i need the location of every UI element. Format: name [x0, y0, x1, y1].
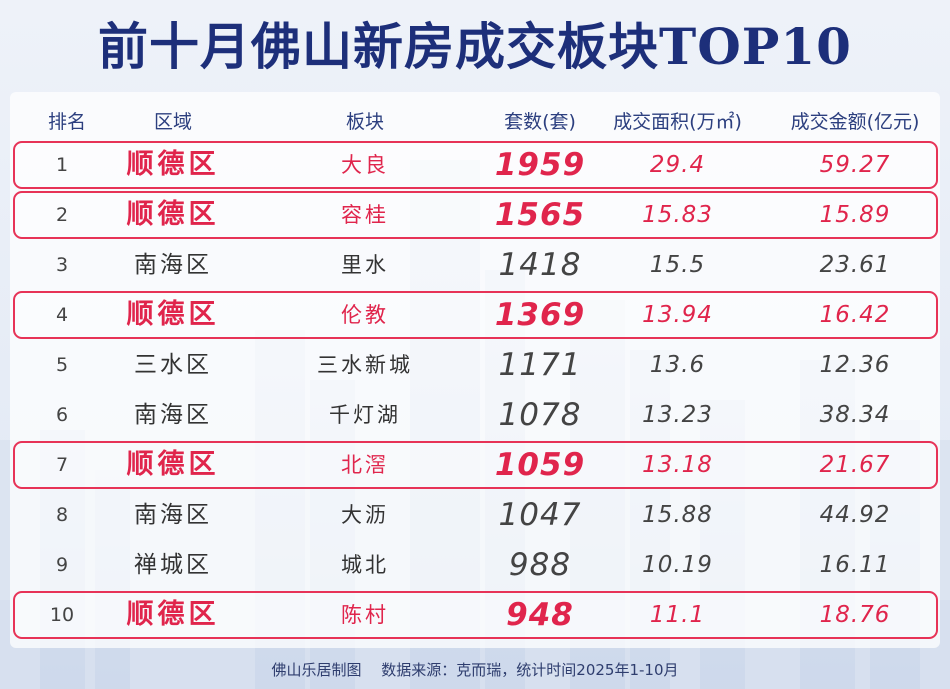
rank-cell: 5	[55, 354, 69, 376]
count-cell: 1959	[494, 147, 586, 183]
area-cell: 11.1	[649, 602, 706, 628]
amount-cell: 38.34	[819, 402, 891, 428]
header-block: 板块	[345, 111, 384, 133]
table-row: 4 顺德区 伦教 1369 13.94 16.42	[0, 291, 950, 341]
area-cell: 29.4	[649, 152, 706, 178]
highlight-frame	[13, 191, 938, 239]
block-cell: 城北	[341, 553, 389, 577]
header-count: 套数(套)	[504, 111, 576, 133]
amount-cell: 15.89	[819, 202, 891, 228]
table-row: 8 南海区 大沥 1047 15.88 44.92	[0, 491, 950, 541]
table-row: 3 南海区 里水 1418 15.5 23.61	[0, 241, 950, 291]
table-row: 10 顺德区 陈村 948 11.1 18.76	[0, 591, 950, 641]
highlight-frame	[13, 441, 938, 489]
rank-cell: 9	[55, 554, 69, 576]
rank-cell: 2	[55, 204, 69, 226]
rank-cell: 8	[55, 504, 69, 526]
area-cell: 15.83	[642, 202, 713, 228]
district-cell: 顺德区	[126, 449, 220, 480]
block-cell: 大沥	[341, 503, 389, 527]
header-rank: 排名	[47, 111, 86, 133]
area-cell: 13.23	[642, 402, 713, 428]
district-cell: 南海区	[134, 502, 212, 528]
footer-source: 佛山乐居制图 数据来源：克而瑞，统计时间2025年1-10月	[271, 661, 679, 679]
block-cell: 三水新城	[317, 353, 413, 377]
amount-cell: 21.67	[819, 452, 891, 478]
district-cell: 顺德区	[126, 599, 220, 630]
rank-cell: 4	[55, 304, 69, 326]
block-cell: 千灯湖	[329, 403, 401, 427]
table-row: 9 禅城区 城北 988 10.19 16.11	[0, 541, 950, 591]
area-cell: 13.6	[649, 352, 706, 378]
rank-cell: 10	[49, 604, 75, 626]
district-cell: 三水区	[134, 352, 212, 378]
area-cell: 15.88	[642, 502, 713, 528]
highlight-frame	[13, 591, 938, 639]
table-row: 7 顺德区 北滘 1059 13.18 21.67	[0, 441, 950, 491]
amount-cell: 23.61	[819, 252, 891, 278]
district-cell: 顺德区	[126, 199, 220, 230]
count-cell: 1078	[498, 397, 582, 433]
rank-cell: 7	[55, 454, 69, 476]
block-cell: 北滘	[341, 453, 389, 477]
count-cell: 1171	[498, 347, 582, 383]
amount-cell: 18.76	[819, 602, 891, 628]
count-cell: 988	[508, 547, 572, 583]
highlight-frame	[13, 291, 938, 339]
count-cell: 1369	[494, 297, 586, 333]
table-row: 1 顺德区 大良 1959 29.4 59.27	[0, 141, 950, 191]
district-cell: 禅城区	[134, 552, 212, 578]
area-cell: 13.94	[642, 302, 713, 328]
table-header: 排名 区域 板块 套数(套) 成交面积(万㎡) 成交金额(亿元)	[0, 104, 950, 140]
count-cell: 1565	[494, 197, 586, 233]
header-area: 成交面积(万㎡)	[613, 111, 742, 133]
district-cell: 顺德区	[126, 149, 220, 180]
district-cell: 顺德区	[126, 299, 220, 330]
amount-cell: 12.36	[819, 352, 891, 378]
area-cell: 10.19	[642, 552, 713, 578]
block-cell: 陈村	[341, 603, 389, 627]
block-cell: 里水	[341, 253, 389, 277]
area-cell: 15.5	[649, 252, 706, 278]
rank-cell: 3	[55, 254, 69, 276]
rank-cell: 6	[55, 404, 69, 426]
amount-cell: 59.27	[819, 152, 891, 178]
amount-cell: 16.42	[819, 302, 891, 328]
table-row: 2 顺德区 容桂 1565 15.83 15.89	[0, 191, 950, 241]
page-title: 前十月佛山新房成交板块TOP10	[98, 17, 852, 76]
count-cell: 1047	[498, 497, 582, 533]
area-cell: 13.18	[642, 452, 713, 478]
amount-cell: 44.92	[819, 502, 891, 528]
rank-cell: 1	[55, 154, 69, 176]
highlight-frame	[13, 141, 938, 189]
header-amount: 成交金额(亿元)	[790, 111, 920, 133]
count-cell: 1418	[498, 247, 582, 283]
district-cell: 南海区	[134, 402, 212, 428]
block-cell: 容桂	[341, 203, 389, 227]
block-cell: 大良	[341, 153, 389, 177]
header-district: 区域	[153, 111, 192, 133]
amount-cell: 16.11	[819, 552, 891, 578]
table-row: 5 三水区 三水新城 1171 13.6 12.36	[0, 341, 950, 391]
block-cell: 伦教	[341, 303, 389, 327]
count-cell: 948	[506, 597, 574, 633]
table-row: 6 南海区 千灯湖 1078 13.23 38.34	[0, 391, 950, 441]
count-cell: 1059	[494, 447, 586, 483]
district-cell: 南海区	[134, 252, 212, 278]
table-panel	[10, 92, 940, 648]
